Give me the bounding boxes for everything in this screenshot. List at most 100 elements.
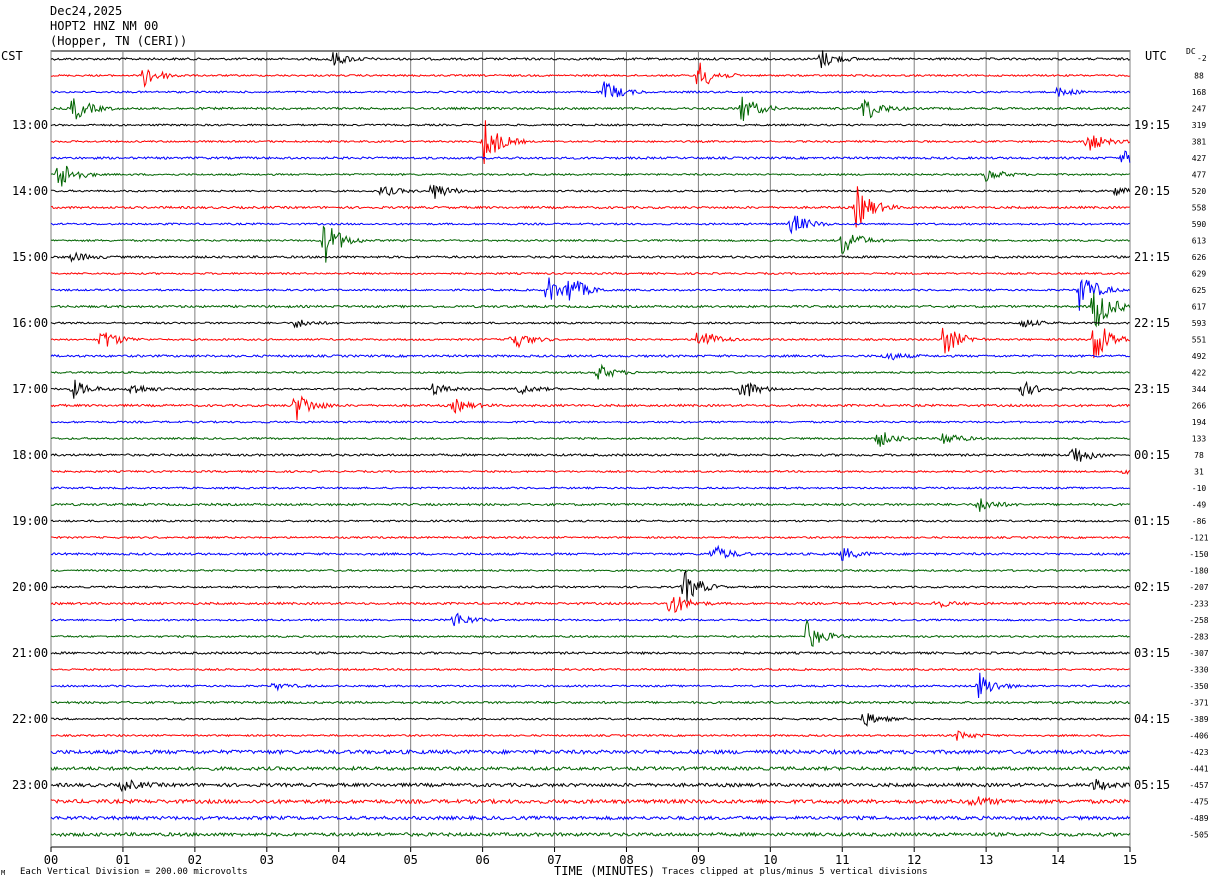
dc-offset-label: -233 <box>1189 600 1208 609</box>
trace-line <box>50 363 1130 380</box>
x-tick-label: 05 <box>403 853 417 867</box>
left-time-label: 23:00 <box>12 778 48 792</box>
dc-offset-label: 344 <box>1192 385 1207 394</box>
dc-offset-label: 558 <box>1192 204 1207 213</box>
trace-line <box>50 123 1131 127</box>
dc-offset-label: -371 <box>1189 699 1208 708</box>
x-tick-label: 09 <box>691 853 705 867</box>
trace-line <box>50 432 1130 447</box>
trace-line <box>50 395 1131 421</box>
x-tick-label: 00 <box>44 853 58 867</box>
trace-line <box>50 215 1130 235</box>
left-time-label: 14:00 <box>12 184 48 198</box>
x-tick-label: 02 <box>188 853 202 867</box>
dc-offset-label: 78 <box>1194 451 1204 460</box>
right-time-label: 00:15 <box>1134 448 1170 462</box>
dc-offset-label: 492 <box>1192 352 1207 361</box>
dc-offset-label: -457 <box>1189 781 1208 790</box>
dc-offset-label: -406 <box>1189 732 1208 741</box>
dc-offset-label: -505 <box>1189 831 1208 840</box>
dc-offset-label: 551 <box>1192 336 1207 345</box>
dc-offset-label: 593 <box>1192 319 1207 328</box>
trace-line <box>50 81 1131 98</box>
trace-line <box>50 251 1131 263</box>
left-time-label: 19:00 <box>12 514 48 528</box>
dc-offset-label: 617 <box>1192 303 1207 312</box>
trace-line <box>50 667 1130 672</box>
trace-line <box>51 62 1130 88</box>
dc-offset-label: 319 <box>1192 121 1207 130</box>
header-location: (Hopper, TN (CERI)) <box>50 34 188 48</box>
trace-line <box>50 814 1131 822</box>
left-time-label: 21:00 <box>12 646 48 660</box>
right-time-label: 22:15 <box>1134 316 1170 330</box>
trace-line <box>50 730 1130 741</box>
dc-offset-label: 625 <box>1192 286 1207 295</box>
dc-offset-label: 88 <box>1194 72 1204 81</box>
trace-line <box>50 469 1131 475</box>
trace-line <box>50 831 1131 838</box>
right-time-label: 03:15 <box>1134 646 1170 660</box>
trace-line <box>50 612 1130 627</box>
dc-offset-label: -423 <box>1189 748 1208 757</box>
x-tick-label: 15 <box>1123 853 1137 867</box>
left-time-label: 13:00 <box>12 118 48 132</box>
trace-line <box>50 420 1130 424</box>
dc-offset-label: 629 <box>1192 270 1207 279</box>
x-tick-label: 04 <box>332 853 346 867</box>
dc-offset-label: -330 <box>1189 666 1208 675</box>
trace-line <box>50 700 1131 705</box>
dc-offset-label: 613 <box>1192 237 1207 246</box>
left-time-label: 20:00 <box>12 580 48 594</box>
trace-line <box>50 225 1130 263</box>
trace-line <box>50 568 1130 602</box>
trace-line <box>50 448 1131 462</box>
trace-line <box>50 619 1130 647</box>
left-time-label: 18:00 <box>12 448 48 462</box>
dc-offset-label: 194 <box>1192 418 1207 427</box>
trace-line <box>50 184 1131 199</box>
dc-offset-label: -283 <box>1189 633 1208 642</box>
dc-offset-label: -49 <box>1192 501 1207 510</box>
dc-offset-label: -150 <box>1189 550 1208 559</box>
right-time-label: 19:15 <box>1134 118 1170 132</box>
trace-line <box>50 486 1130 490</box>
dc-offset-label: 422 <box>1192 369 1207 378</box>
left-timezone-label: CST <box>1 49 23 63</box>
trace-line <box>50 796 1130 807</box>
trace-line <box>50 778 1131 793</box>
left-time-label: 17:00 <box>12 382 48 396</box>
minute-grid <box>50 50 1131 852</box>
dc-offset-label: -121 <box>1189 534 1208 543</box>
trace-group <box>50 50 1131 838</box>
right-time-label: 23:15 <box>1134 382 1170 396</box>
right-time-label: 02:15 <box>1134 580 1170 594</box>
dc-offset-label: -207 <box>1189 583 1208 592</box>
dc-offset-label: -441 <box>1189 765 1208 774</box>
x-axis-label: TIME (MINUTES) <box>554 864 656 878</box>
dc-label: DC <box>1186 47 1196 56</box>
trace-line <box>50 568 1131 573</box>
trace-line <box>50 150 1131 163</box>
x-tick-label: 06 <box>475 853 489 867</box>
trace-line <box>50 544 1131 561</box>
right-timezone-label: UTC <box>1145 49 1167 63</box>
trace-line <box>50 277 1131 311</box>
left-time-label: 15:00 <box>12 250 48 264</box>
x-tick-label: 14 <box>1051 853 1065 867</box>
trace-line <box>50 319 1130 329</box>
dc-offset-label: 590 <box>1192 220 1207 229</box>
trace-line <box>50 120 1131 165</box>
trace-line <box>50 165 1130 187</box>
right-time-label: 20:15 <box>1134 184 1170 198</box>
trace-line <box>50 748 1130 756</box>
trace-line <box>50 379 1131 399</box>
plot-frame <box>50 50 1131 848</box>
dc-offset-label: 427 <box>1192 154 1207 163</box>
trace-line <box>50 765 1131 772</box>
axis-labels: 00 01 02 03 04 05 06 07 08 09 10 11 12 13 14 15 88 168 247… <box>12 72 1209 868</box>
right-time-label: 05:15 <box>1134 778 1170 792</box>
trace-line <box>50 292 1131 328</box>
corner-mark: M <box>1 869 6 877</box>
